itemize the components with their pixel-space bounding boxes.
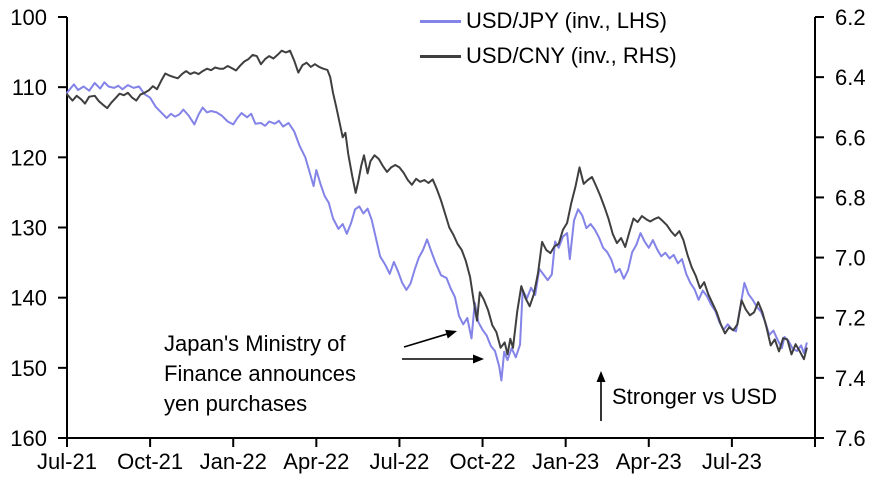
left-axis-tick-label: 140 — [10, 286, 47, 311]
x-axis-tick-label: Jul-22 — [369, 449, 429, 474]
right-axis-tick-label: 6.4 — [835, 65, 866, 90]
legend-item-usdjpy: USD/JPY (inv., LHS) — [420, 8, 677, 33]
right-axis-tick-label: 7.4 — [835, 366, 866, 391]
mof-annotation-line3: yen purchases — [164, 391, 308, 416]
usdcny-series-line — [66, 49, 808, 361]
mof-annotation: Japan's Ministry of Finance announces ye… — [164, 329, 356, 419]
left-axis-tick-label: 130 — [10, 216, 47, 241]
chart-legend: USD/JPY (inv., LHS) USD/CNY (inv., RHS) — [420, 8, 677, 79]
left-axis-tick-label: 160 — [10, 426, 47, 451]
right-axis-tick-label: 6.8 — [835, 185, 866, 210]
x-axis-tick-label: Jan-22 — [200, 449, 267, 474]
right-axis-tick-label: 6.2 — [835, 5, 866, 30]
x-axis-tick-label: Apr-23 — [616, 449, 682, 474]
left-axis-tick-label: 100 — [10, 5, 47, 30]
right-axis-tick-label: 6.6 — [835, 125, 866, 150]
mof-arrow-upper-icon-shaft — [403, 333, 447, 348]
mof-annotation-line2: Finance announces — [164, 361, 357, 386]
left-axis-tick-label: 150 — [10, 356, 47, 381]
right-axis-tick-label: 7.0 — [835, 246, 866, 271]
stronger-up-arrow-icon-head — [596, 371, 606, 382]
mof-annotation-line1: Japan's Ministry of — [164, 331, 346, 356]
legend-label-usdcny: USD/CNY (inv., RHS) — [466, 43, 677, 68]
x-axis-tick-label: Jul-23 — [702, 449, 762, 474]
right-axis-tick-label: 7.6 — [835, 426, 866, 451]
right-axis-tick-label: 7.2 — [835, 306, 866, 331]
x-axis-tick-label: Apr-22 — [283, 449, 349, 474]
left-axis-tick-label: 110 — [12, 75, 47, 100]
usdcny-line-swatch-icon — [420, 54, 461, 58]
mof-arrow-lower-icon-head — [473, 354, 484, 364]
legend-item-usdcny: USD/CNY (inv., RHS) — [420, 43, 677, 68]
x-axis-tick-label: Oct-21 — [117, 449, 183, 474]
x-axis-tick-label: Oct-22 — [450, 449, 516, 474]
mof-arrow-upper-icon-head — [445, 329, 457, 339]
usdjpy-series-line — [66, 81, 808, 382]
stronger-vs-usd-annotation: Stronger vs USD — [612, 384, 778, 409]
x-axis-tick-label: Jan-23 — [532, 449, 599, 474]
usdjpy-line-swatch-icon — [420, 19, 461, 23]
legend-label-usdjpy: USD/JPY (inv., LHS) — [466, 8, 667, 33]
left-axis-tick-label: 120 — [10, 145, 47, 170]
x-axis-tick-label: Jul-21 — [37, 449, 97, 474]
